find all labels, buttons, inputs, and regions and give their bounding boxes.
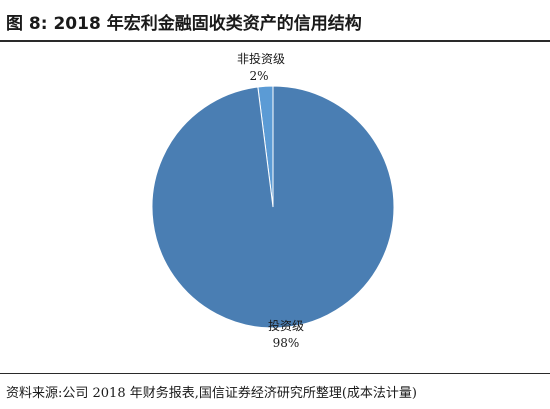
slice-label-non-investment-grade-value: 2% bbox=[249, 69, 268, 83]
pie-slices bbox=[151, 85, 395, 329]
slice-label-non-investment-grade-name: 非投资级 bbox=[237, 51, 285, 66]
slice-label-investment-grade-value: 98% bbox=[273, 336, 300, 350]
source-divider bbox=[0, 373, 550, 374]
title-divider bbox=[0, 40, 550, 42]
slice-label-investment-grade-name: 投资级 bbox=[268, 318, 304, 333]
pie-slice-investment-grade bbox=[151, 85, 395, 329]
source-note: 资料来源:公司 2018 年财务报表,国信证券经济研究所整理(成本法计量) bbox=[6, 386, 418, 401]
figure-title: 图 8: 2018 年宏利金融固收类资产的信用结构 bbox=[6, 14, 362, 34]
